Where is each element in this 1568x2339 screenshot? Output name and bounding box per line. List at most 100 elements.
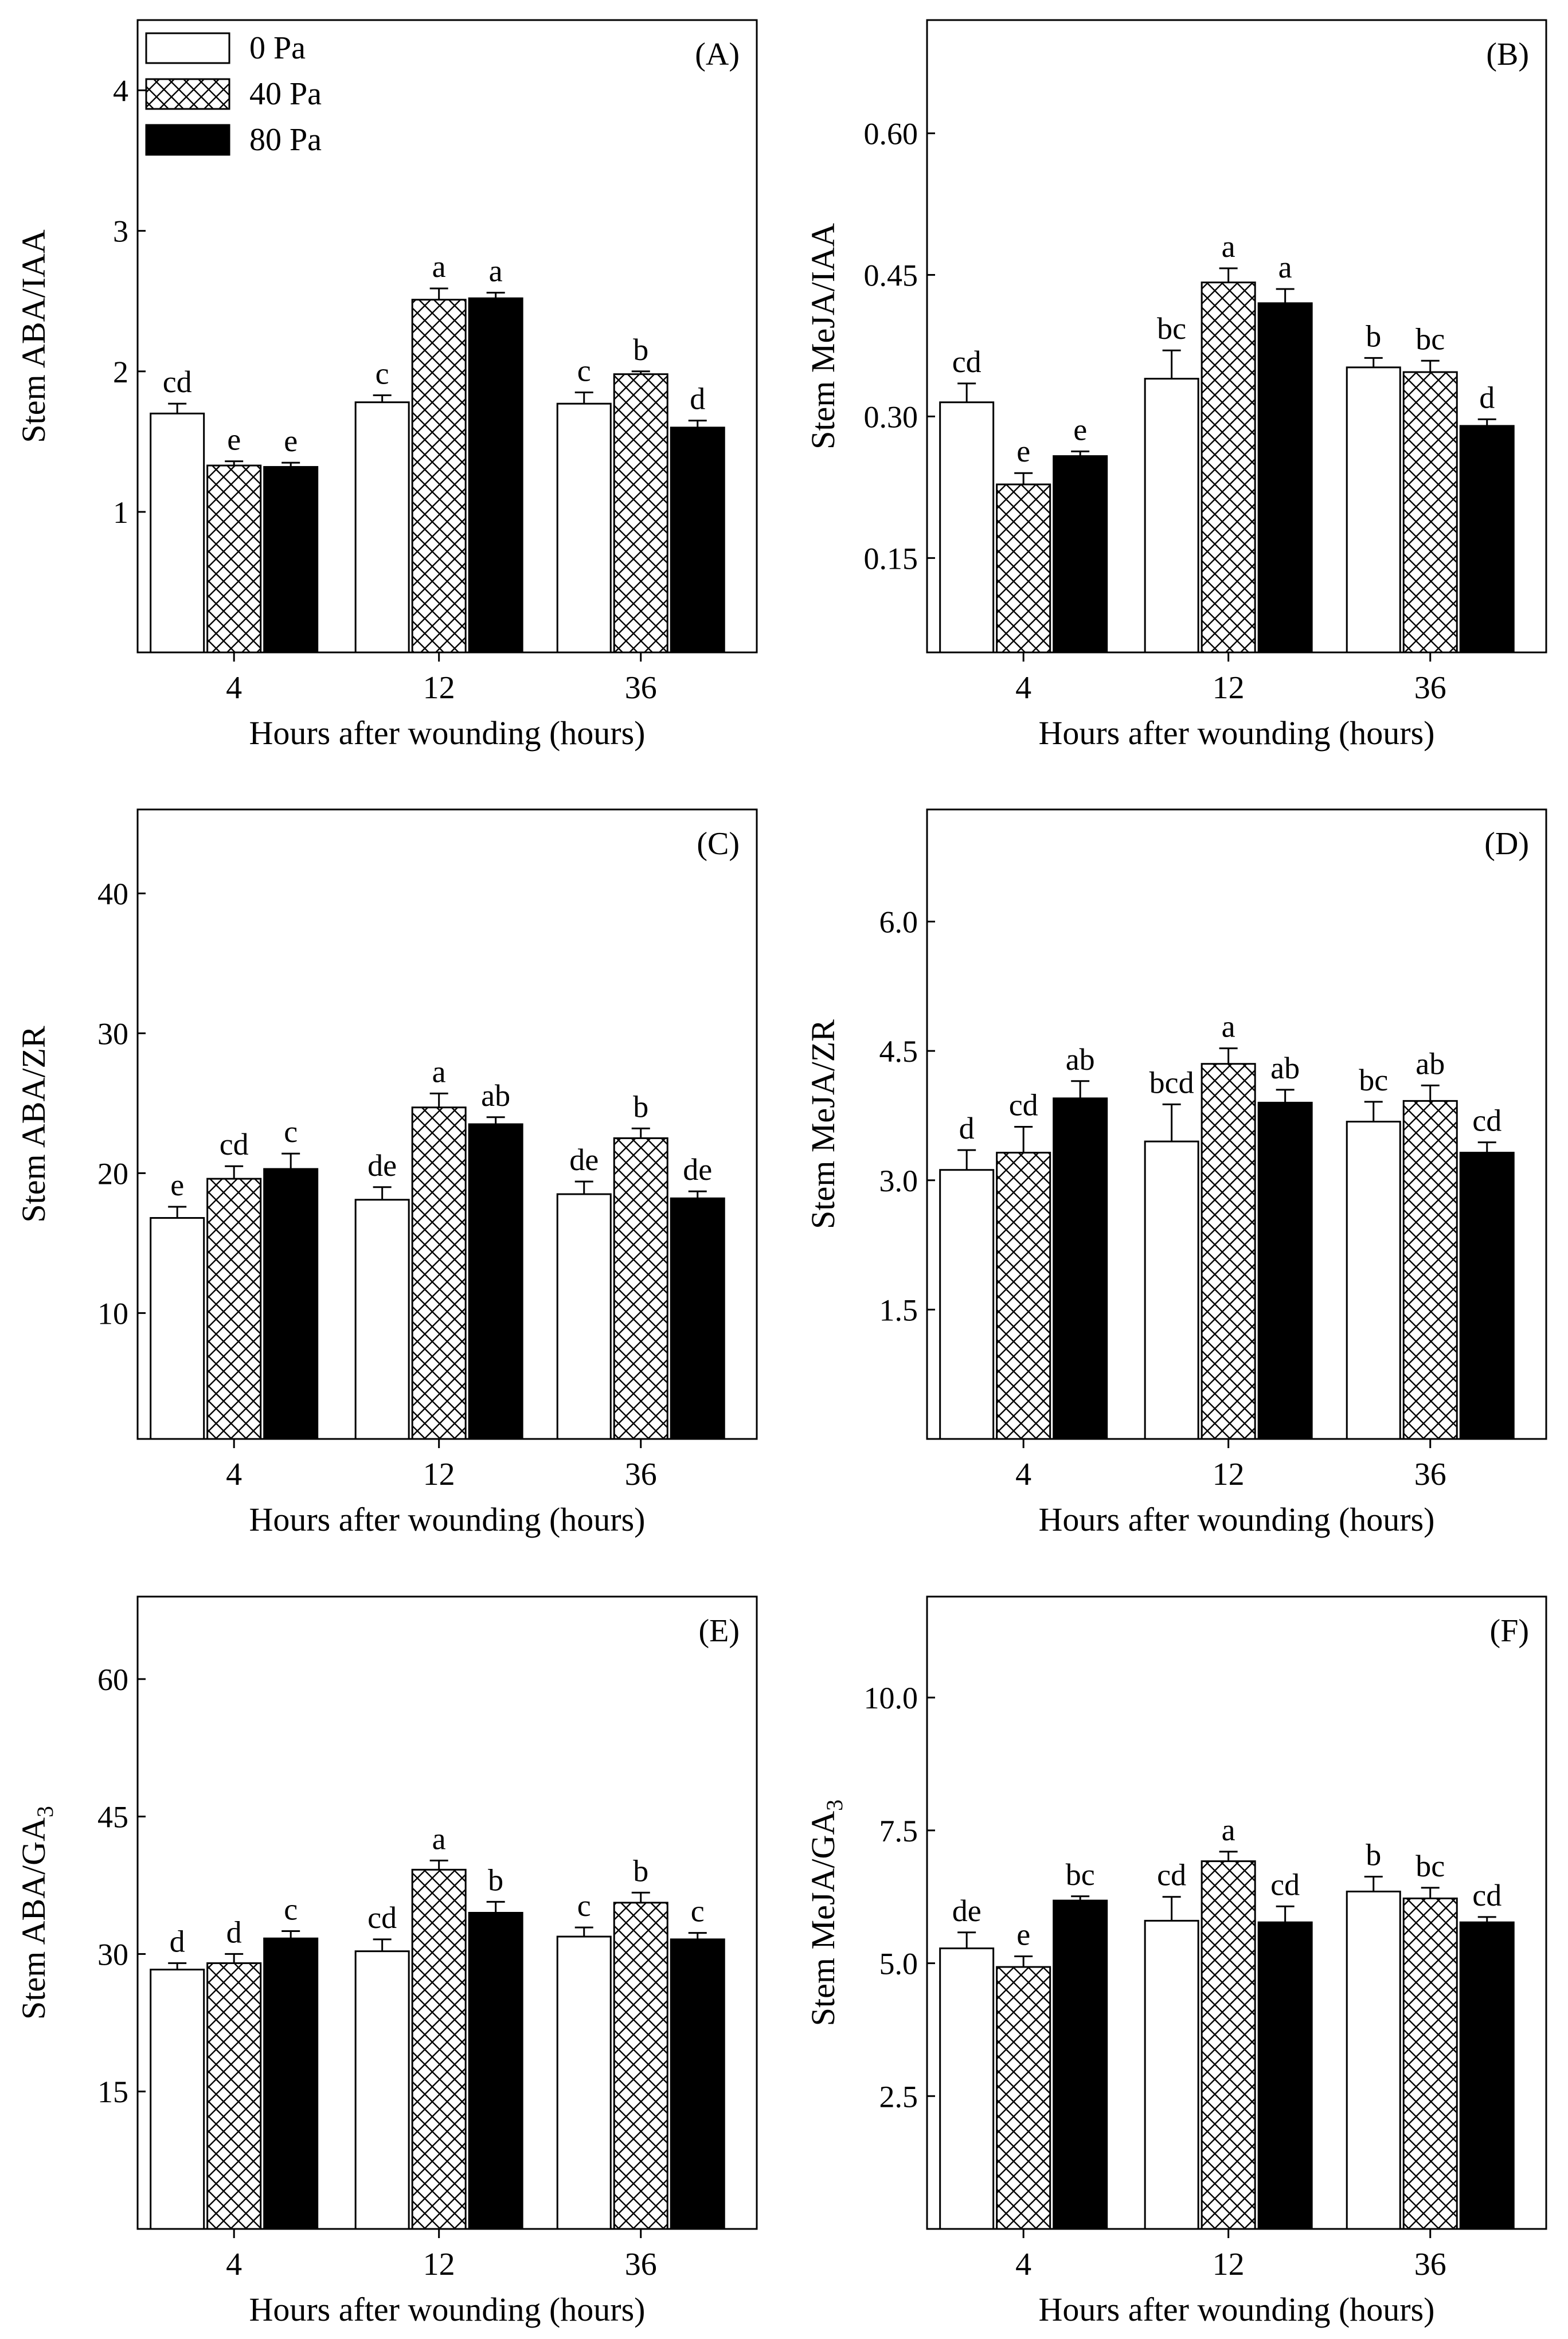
significance-letter: c [691, 1894, 705, 1929]
legend-label: 40 Pa [249, 76, 322, 112]
significance-letter: c [284, 1114, 298, 1149]
bar [1402, 1100, 1458, 1440]
significance-letter: cd [1270, 1867, 1300, 1902]
y-tick-label: 3 [113, 214, 128, 249]
bar [1201, 1860, 1256, 2230]
y-tick-label: 4 [113, 74, 128, 108]
panel-label: (B) [1486, 37, 1529, 72]
y-axis-label: Stem ABA/GA3 [15, 1806, 58, 2020]
bar [1053, 1097, 1108, 1440]
x-axis-label: Hours after wounding (hours) [249, 2291, 645, 2328]
x-tick-label: 4 [226, 1457, 242, 1492]
significance-letter: de [367, 1148, 397, 1183]
bar [263, 1168, 319, 1440]
y-tick-label: 45 [97, 1800, 128, 1835]
bar [939, 401, 995, 654]
significance-letter: c [577, 354, 591, 388]
x-tick-label: 36 [1414, 670, 1446, 706]
significance-letter: cd [367, 1900, 397, 1935]
bar [1459, 1152, 1515, 1440]
x-axis-label: Hours after wounding (hours) [1038, 714, 1434, 752]
bar [1201, 1063, 1256, 1440]
significance-letter: a [432, 249, 446, 284]
significance-letter: e [1073, 412, 1087, 447]
significance-letter: a [1222, 229, 1235, 264]
x-tick-label: 36 [625, 2247, 657, 2282]
bar [613, 1902, 668, 2230]
significance-letter: c [577, 1888, 591, 1923]
bar [613, 1137, 668, 1440]
bar [556, 1935, 612, 2230]
significance-letter: b [1366, 319, 1381, 353]
bar [354, 1950, 410, 2230]
y-tick-label: 40 [97, 877, 128, 911]
legend-swatch [145, 78, 230, 110]
significance-letter: cd [1157, 1858, 1186, 1892]
significance-letter: cd [220, 1127, 249, 1161]
chart-panel-b: 0.15 0.30 0.45 0.60 Stem MeJA/IAA (B) 4 cd e e 12 b… [804, 19, 1547, 752]
y-tick-label: 4.5 [879, 1034, 918, 1069]
significance-letter: bc [1359, 1063, 1388, 1097]
x-axis-label: Hours after wounding (hours) [249, 1501, 645, 1538]
legend-swatch [145, 124, 230, 156]
significance-letter: b [1366, 1837, 1381, 1872]
legend: 0 Pa 40 Pa 80 Pa [145, 30, 322, 158]
significance-letter: c [284, 1892, 298, 1926]
x-tick-label: 4 [226, 670, 242, 706]
bar [1053, 1899, 1108, 2230]
significance-letter: e [1016, 434, 1030, 468]
bar [1459, 1921, 1515, 2230]
x-tick-label: 36 [625, 1457, 657, 1492]
significance-letter: b [633, 1089, 648, 1124]
y-tick-label: 0.60 [864, 117, 918, 151]
x-tick-label: 36 [625, 670, 657, 706]
bar [556, 402, 612, 654]
significance-letter: bc [1157, 311, 1186, 346]
y-tick-label: 0.15 [864, 541, 918, 576]
bar [556, 1193, 612, 1440]
y-tick-label: 7.5 [879, 1814, 918, 1848]
significance-letter: a [1222, 1813, 1235, 1847]
bar [1257, 1921, 1313, 2230]
significance-letter: a [1222, 1010, 1235, 1044]
significance-letter: c [376, 356, 389, 390]
y-tick-label: 2.5 [879, 2079, 918, 2114]
bar [996, 1966, 1051, 2230]
significance-letter: de [569, 1143, 599, 1177]
bar [1257, 302, 1313, 654]
x-tick-label: 12 [1213, 1457, 1245, 1492]
significance-letter: bc [1066, 1857, 1095, 1892]
y-tick-label: 10.0 [864, 1681, 918, 1715]
panel-label: (A) [695, 37, 740, 72]
bar [468, 1123, 523, 1440]
significance-letter: cd [1472, 1878, 1501, 1912]
bar [1346, 1120, 1401, 1440]
panel-label: (E) [698, 1613, 740, 1649]
significance-letter: cd [1009, 1088, 1038, 1122]
bar [150, 1217, 205, 1440]
x-tick-label: 12 [423, 1457, 455, 1492]
y-axis-label: Stem ABA/IAA [15, 229, 52, 443]
y-tick-label: 0.30 [864, 400, 918, 434]
bar [411, 1106, 467, 1440]
significance-letter: d [226, 1915, 242, 1949]
y-tick-label: 0.45 [864, 258, 918, 292]
y-tick-label: 1.5 [879, 1293, 918, 1327]
significance-letter: a [1278, 250, 1292, 284]
bar [1402, 1897, 1458, 2230]
significance-letter: cd [952, 345, 982, 379]
bar [1144, 378, 1199, 654]
bar [206, 464, 262, 654]
x-tick-label: 36 [1414, 1457, 1446, 1492]
bar [613, 373, 668, 654]
bar [206, 1962, 262, 2230]
legend-swatch [145, 32, 230, 64]
y-tick-label: 15 [97, 2075, 128, 2109]
y-tick-label: 5.0 [879, 1947, 918, 1981]
significance-letter: ab [1415, 1046, 1445, 1081]
x-axis-label: Hours after wounding (hours) [1038, 1501, 1434, 1538]
significance-letter: e [170, 1168, 184, 1202]
y-tick-label: 20 [97, 1156, 128, 1191]
bar [263, 466, 319, 654]
